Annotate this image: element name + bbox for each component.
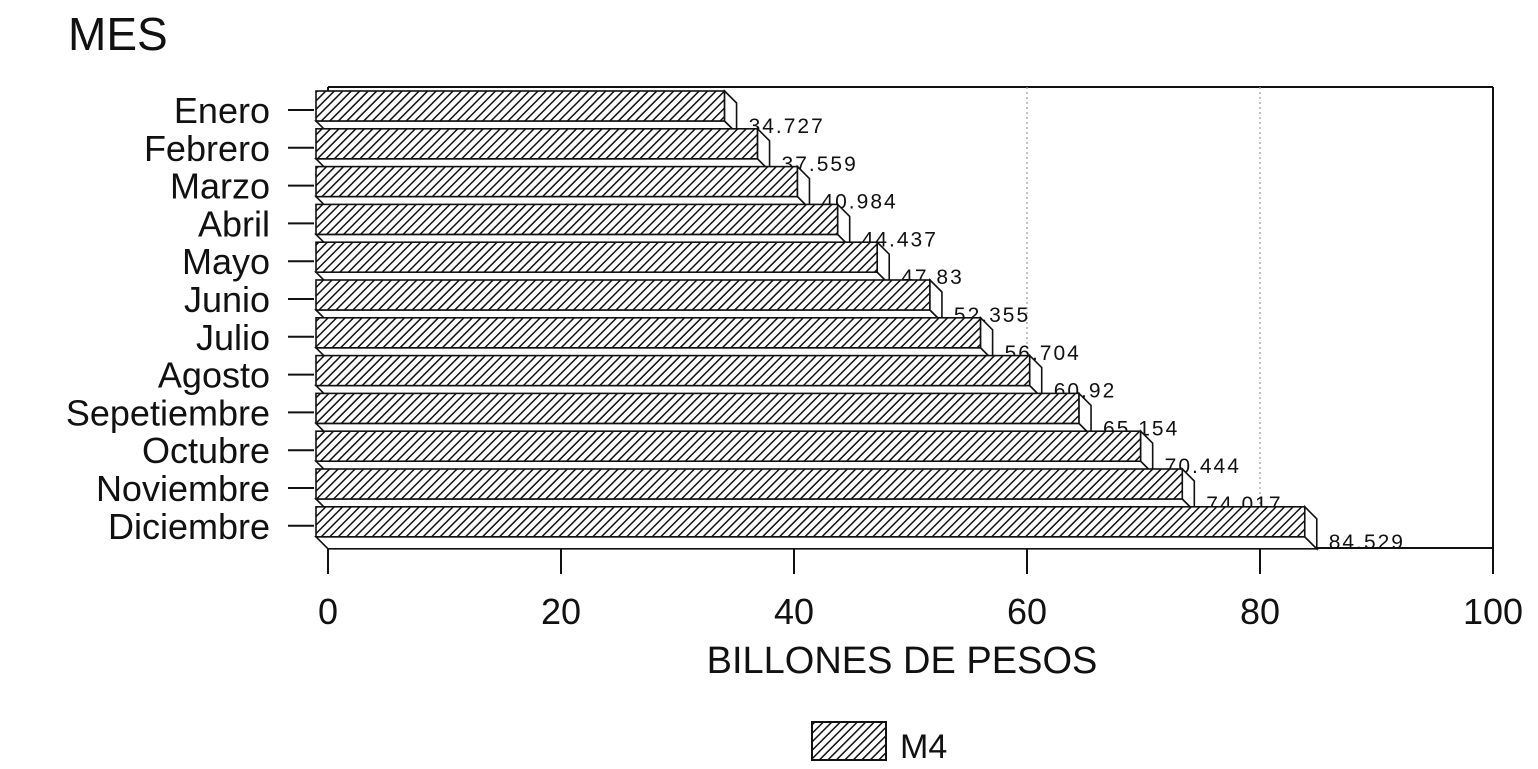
- bar-group: 84.529: [314, 504, 1405, 554]
- bar: [315, 203, 839, 236]
- x-tick-label: 0: [318, 591, 338, 632]
- x-tick-label: 40: [774, 591, 814, 632]
- bar-group: 34.727: [314, 89, 825, 138]
- x-tick-label: 100: [1463, 591, 1523, 632]
- bar: [315, 165, 799, 198]
- category-label: Mayo: [182, 241, 270, 282]
- x-tick-label: 60: [1007, 591, 1047, 632]
- bar: [315, 354, 1031, 387]
- category-label: Octubre: [142, 430, 270, 471]
- bar: [315, 241, 879, 273]
- category-label: Enero: [174, 90, 270, 131]
- bar-end-face: [1303, 504, 1318, 551]
- x-axis-label: BILLONES DE PESOS: [707, 640, 1098, 682]
- x-tick-label: 80: [1240, 591, 1280, 632]
- bar-bottom-face: [314, 535, 1319, 550]
- category-label: Febrero: [144, 128, 270, 169]
- bar: [315, 128, 759, 160]
- bar: [315, 392, 1080, 425]
- x-tick-label: 20: [541, 591, 581, 632]
- category-label: Marzo: [170, 166, 270, 207]
- category-label: Agosto: [158, 355, 270, 396]
- legend: M4: [811, 721, 947, 766]
- chart-title: MES: [68, 8, 168, 60]
- legend-label: M4: [900, 728, 947, 764]
- category-label: Abril: [198, 203, 270, 244]
- bar: [315, 468, 1184, 500]
- data-label: 34.727: [749, 115, 825, 138]
- gridlines: [1026, 87, 1261, 548]
- bar: [315, 316, 982, 349]
- data-label: 84.529: [1329, 531, 1405, 554]
- category-label: Junio: [184, 279, 270, 320]
- category-label: Julio: [196, 317, 270, 358]
- category-label: Diciembre: [108, 506, 270, 547]
- bar: [315, 279, 931, 311]
- category-label: Sepetiembre: [66, 392, 270, 433]
- legend-swatch: [811, 721, 887, 761]
- category-labels: EneroFebreroMarzoAbrilMayoJunioJulioAgos…: [66, 90, 314, 547]
- category-label: Noviembre: [96, 468, 270, 509]
- bar: [315, 430, 1142, 463]
- x-axis-ticks: 0 20 40 60 80 100: [318, 548, 1523, 632]
- bar: [315, 90, 726, 122]
- bar: [315, 505, 1306, 538]
- bars: 34.72737.55940.98444.43747.8352.35556.70…: [314, 89, 1405, 554]
